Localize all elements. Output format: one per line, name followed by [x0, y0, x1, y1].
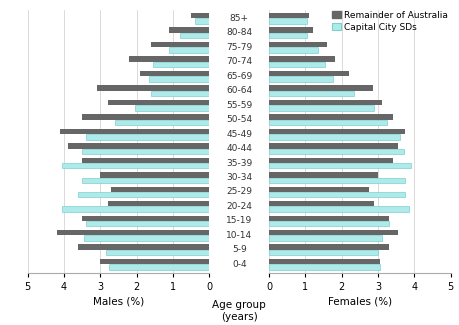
- Bar: [269, 47, 318, 53]
- Bar: [269, 85, 372, 91]
- Bar: [111, 187, 209, 192]
- Bar: [129, 57, 209, 62]
- Bar: [140, 71, 209, 76]
- Bar: [269, 42, 326, 47]
- X-axis label: Females (%): Females (%): [327, 296, 391, 306]
- Bar: [269, 250, 377, 255]
- Bar: [56, 230, 209, 235]
- Text: 80-84: 80-84: [226, 28, 252, 37]
- Bar: [269, 235, 381, 241]
- Bar: [269, 105, 374, 110]
- Bar: [109, 264, 209, 270]
- Bar: [194, 19, 209, 24]
- Bar: [106, 250, 209, 255]
- Bar: [96, 85, 209, 91]
- Bar: [82, 158, 209, 163]
- Bar: [269, 76, 332, 82]
- Bar: [269, 100, 381, 105]
- Text: 50-54: 50-54: [226, 115, 252, 124]
- Text: 40-44: 40-44: [226, 144, 252, 153]
- Bar: [82, 114, 209, 120]
- Bar: [107, 100, 209, 105]
- Bar: [269, 33, 307, 38]
- Bar: [82, 177, 209, 183]
- Bar: [191, 13, 209, 19]
- Bar: [269, 62, 325, 67]
- Bar: [269, 259, 379, 264]
- Bar: [269, 172, 377, 177]
- Bar: [269, 149, 403, 154]
- Bar: [269, 221, 388, 226]
- Bar: [149, 76, 209, 82]
- Bar: [269, 177, 404, 183]
- Bar: [269, 71, 348, 76]
- Bar: [151, 91, 209, 96]
- Bar: [82, 215, 209, 221]
- Bar: [269, 244, 388, 250]
- Bar: [269, 120, 386, 125]
- Bar: [62, 163, 209, 168]
- Text: 55-59: 55-59: [225, 101, 252, 110]
- Bar: [169, 28, 209, 33]
- Bar: [78, 192, 209, 197]
- Bar: [85, 221, 209, 226]
- Text: 5-9: 5-9: [231, 245, 246, 254]
- Bar: [153, 62, 209, 67]
- Text: 75-79: 75-79: [225, 43, 252, 52]
- Text: 20-24: 20-24: [226, 202, 252, 211]
- Bar: [169, 47, 209, 53]
- Bar: [269, 192, 404, 197]
- Bar: [269, 230, 397, 235]
- Bar: [60, 129, 209, 134]
- Bar: [62, 206, 209, 212]
- Bar: [269, 13, 308, 19]
- Bar: [115, 120, 209, 125]
- Bar: [107, 201, 209, 206]
- Text: 70-74: 70-74: [226, 57, 252, 66]
- Text: 85+: 85+: [229, 14, 248, 23]
- Legend: Remainder of Australia, Capital City SDs: Remainder of Australia, Capital City SDs: [329, 9, 449, 33]
- Text: 10-14: 10-14: [226, 231, 252, 240]
- Text: Age group
(years): Age group (years): [212, 300, 265, 322]
- Bar: [180, 33, 209, 38]
- Text: 65-69: 65-69: [225, 72, 252, 81]
- Bar: [67, 143, 209, 149]
- Bar: [269, 158, 392, 163]
- Bar: [269, 264, 379, 270]
- Text: 35-39: 35-39: [225, 159, 252, 168]
- Bar: [85, 134, 209, 139]
- Bar: [134, 105, 209, 110]
- Bar: [269, 206, 408, 212]
- Bar: [78, 244, 209, 250]
- X-axis label: Males (%): Males (%): [93, 296, 144, 306]
- Bar: [100, 172, 209, 177]
- Text: 0-4: 0-4: [231, 260, 246, 269]
- Bar: [269, 201, 374, 206]
- Bar: [269, 129, 404, 134]
- Text: 25-29: 25-29: [226, 188, 252, 197]
- Text: 30-34: 30-34: [226, 173, 252, 182]
- Text: 60-64: 60-64: [226, 86, 252, 95]
- Bar: [151, 42, 209, 47]
- Bar: [269, 215, 388, 221]
- Text: 45-49: 45-49: [226, 130, 252, 139]
- Bar: [269, 57, 334, 62]
- Bar: [269, 28, 312, 33]
- Bar: [269, 91, 354, 96]
- Bar: [269, 114, 392, 120]
- Bar: [100, 259, 209, 264]
- Bar: [269, 187, 368, 192]
- Bar: [82, 149, 209, 154]
- Bar: [269, 163, 410, 168]
- Text: 15-19: 15-19: [225, 216, 252, 226]
- Bar: [269, 134, 399, 139]
- Bar: [269, 143, 397, 149]
- Bar: [269, 19, 307, 24]
- Bar: [84, 235, 209, 241]
